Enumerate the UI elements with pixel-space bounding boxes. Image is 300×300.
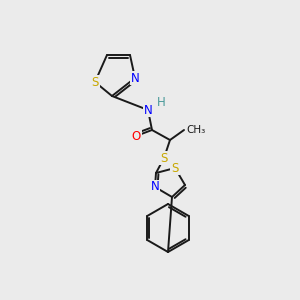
Text: O: O <box>131 130 141 142</box>
Text: S: S <box>91 76 99 88</box>
Text: S: S <box>160 152 168 164</box>
Text: N: N <box>151 181 159 194</box>
Text: CH₃: CH₃ <box>186 125 205 135</box>
Text: N: N <box>130 71 140 85</box>
Text: H: H <box>157 97 165 110</box>
Text: N: N <box>144 103 152 116</box>
Text: S: S <box>171 161 179 175</box>
